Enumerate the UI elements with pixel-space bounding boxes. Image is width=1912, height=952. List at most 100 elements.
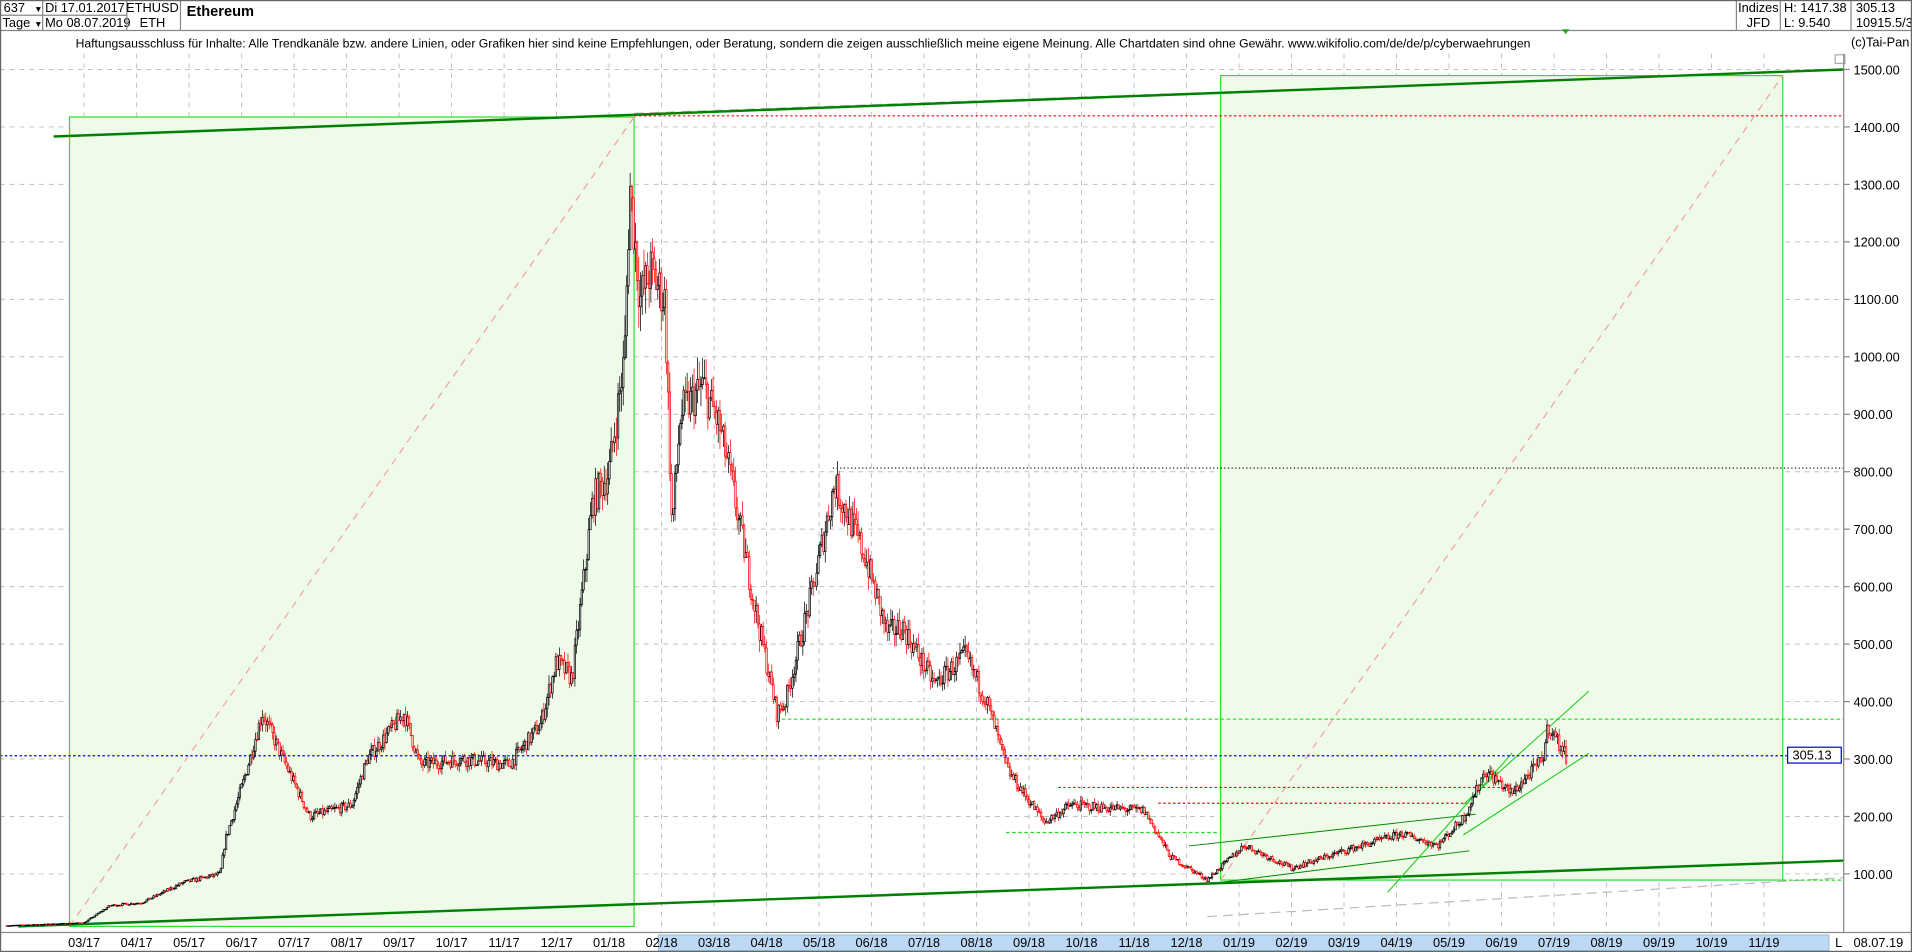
candle bbox=[1356, 846, 1359, 849]
candle bbox=[729, 452, 732, 466]
trendline-bottom[interactable] bbox=[18, 859, 1844, 928]
candle bbox=[109, 905, 112, 907]
y-tick-label: 100.00 bbox=[1853, 867, 1892, 882]
candle bbox=[1347, 848, 1350, 854]
candle bbox=[646, 265, 649, 285]
candle bbox=[679, 423, 682, 445]
candle bbox=[1133, 805, 1136, 809]
candle bbox=[1257, 850, 1260, 853]
candle bbox=[950, 661, 953, 672]
candle bbox=[1140, 807, 1143, 814]
candle bbox=[1285, 861, 1288, 865]
diagonal-line[interactable] bbox=[69, 116, 635, 927]
channel-line[interactable] bbox=[1462, 752, 1590, 836]
candle bbox=[477, 760, 480, 766]
candle bbox=[280, 750, 283, 757]
candle bbox=[589, 515, 592, 531]
candle bbox=[437, 764, 440, 769]
candle bbox=[92, 916, 95, 919]
symbol: ETHUSD bbox=[126, 0, 179, 15]
candle bbox=[338, 807, 342, 814]
candle bbox=[979, 692, 982, 697]
candle bbox=[468, 757, 471, 766]
candle bbox=[922, 653, 925, 671]
candle bbox=[1081, 800, 1084, 804]
y-tick-label: 300.00 bbox=[1853, 752, 1892, 767]
candle bbox=[1200, 873, 1203, 878]
candle bbox=[1000, 739, 1003, 745]
candle bbox=[1248, 845, 1252, 848]
candle bbox=[629, 186, 632, 250]
candle bbox=[582, 569, 585, 591]
candle bbox=[335, 807, 338, 809]
candle bbox=[936, 677, 939, 681]
candle bbox=[1525, 774, 1528, 780]
channel-line[interactable] bbox=[1219, 850, 1470, 884]
start-date[interactable]: Di 17.01.2017 bbox=[45, 0, 125, 15]
candle bbox=[836, 474, 839, 499]
candle bbox=[977, 671, 981, 694]
candle bbox=[986, 697, 989, 706]
candle bbox=[1110, 805, 1114, 809]
candle bbox=[706, 384, 709, 419]
candle bbox=[458, 763, 461, 767]
candle bbox=[848, 508, 851, 525]
period-dropdown[interactable]: Tage ▼ bbox=[2, 15, 42, 30]
candle bbox=[705, 377, 708, 386]
collapse-button[interactable] bbox=[1834, 54, 1846, 64]
candle bbox=[226, 833, 229, 836]
y-axis: 100.00 200.00 300.00 400.00 500.00 600.00 700.… bbox=[1843, 62, 1900, 882]
candle bbox=[1343, 850, 1347, 854]
diagonal-line[interactable] bbox=[1220, 75, 1784, 881]
candle bbox=[157, 894, 160, 896]
candle bbox=[357, 783, 361, 788]
candle bbox=[319, 808, 323, 814]
candle bbox=[686, 391, 689, 393]
candle bbox=[416, 749, 419, 756]
candle bbox=[1078, 807, 1081, 811]
channel-line[interactable] bbox=[1188, 813, 1476, 847]
bar-count-dropdown[interactable]: 637 ▼ bbox=[4, 0, 43, 15]
candle bbox=[1060, 812, 1063, 815]
candle bbox=[207, 875, 210, 879]
candle bbox=[36, 924, 39, 926]
candle bbox=[218, 871, 221, 874]
candle bbox=[1121, 806, 1124, 809]
end-date[interactable]: Mo 08.07.2019 bbox=[45, 15, 130, 30]
candle bbox=[352, 799, 355, 807]
candle bbox=[1152, 823, 1155, 828]
candle bbox=[1451, 831, 1454, 834]
candle bbox=[43, 923, 46, 926]
candle bbox=[451, 755, 454, 768]
candle bbox=[967, 651, 970, 660]
candle bbox=[142, 902, 145, 904]
candle bbox=[725, 455, 728, 459]
trendline-top[interactable] bbox=[53, 68, 1844, 138]
candle bbox=[269, 722, 273, 726]
channel-line[interactable] bbox=[1387, 752, 1513, 893]
candle bbox=[927, 660, 930, 667]
candle bbox=[879, 596, 882, 616]
candle bbox=[993, 714, 996, 729]
candle bbox=[570, 672, 573, 685]
candle bbox=[390, 720, 393, 728]
candle bbox=[894, 633, 898, 635]
candle bbox=[535, 724, 539, 735]
x-tick-label: 05/19 bbox=[1433, 935, 1465, 950]
candle bbox=[687, 391, 690, 415]
candle bbox=[459, 757, 463, 765]
candle bbox=[306, 808, 309, 813]
candle bbox=[850, 508, 853, 537]
candle bbox=[1307, 859, 1310, 864]
candle bbox=[478, 760, 482, 762]
x-tick-label: 10/17 bbox=[436, 935, 468, 950]
candle bbox=[1176, 859, 1179, 861]
candle bbox=[14, 924, 17, 927]
candle bbox=[858, 532, 861, 536]
channel-line[interactable] bbox=[1462, 690, 1590, 805]
candle bbox=[698, 378, 701, 387]
candle bbox=[1053, 814, 1057, 819]
grey-dashed-line[interactable] bbox=[1207, 877, 1844, 918]
candle bbox=[252, 750, 255, 759]
candle bbox=[228, 825, 231, 835]
